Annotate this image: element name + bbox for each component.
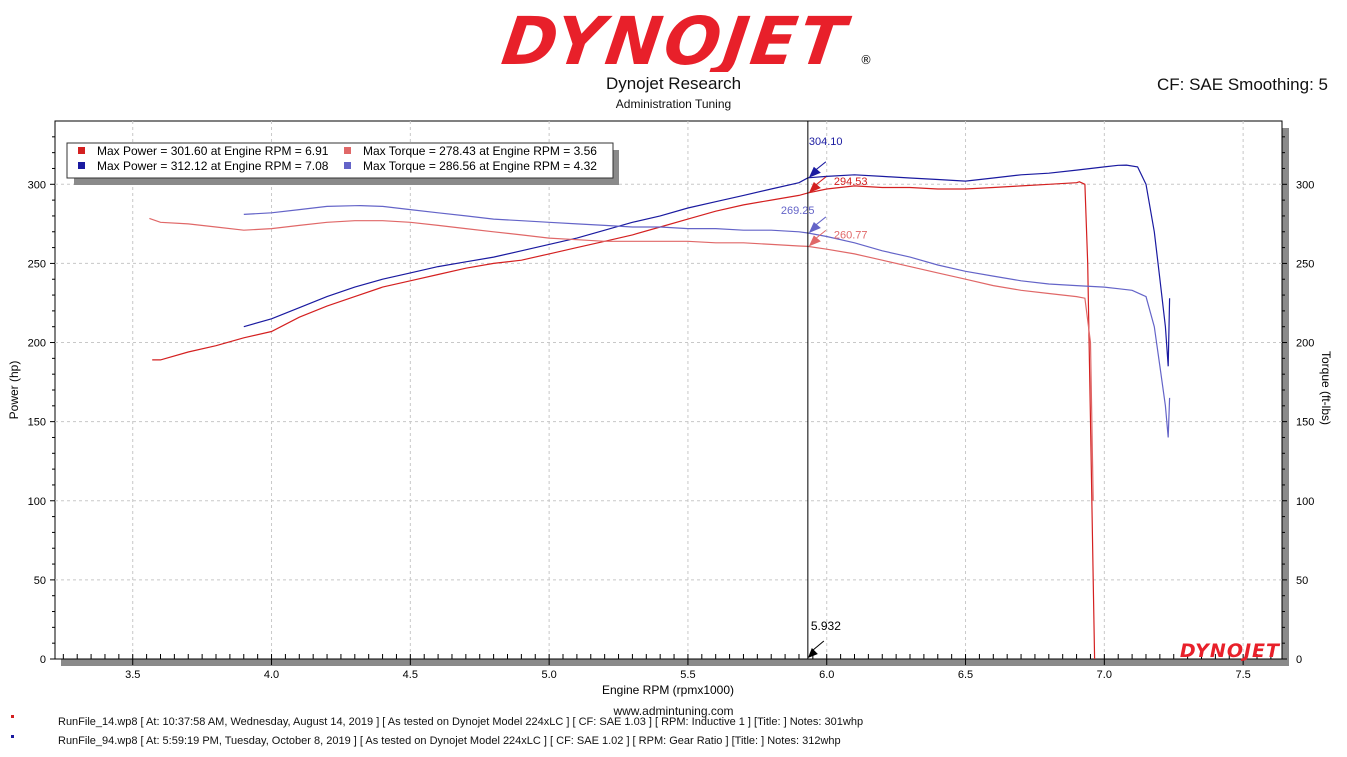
run-marker-2 <box>11 735 14 738</box>
cursor-x-arrow <box>807 648 818 658</box>
y-tick-label: 50 <box>34 575 46 587</box>
legend-swatch <box>344 162 351 169</box>
axis-ticks: 0 0 50 50 100 100 150 150 200 200 250 250 300 300 3.5 4… <box>28 136 1314 681</box>
y-tick-label: 100 <box>28 496 46 508</box>
x-tick-label: 4.5 <box>403 669 418 681</box>
y2-tick-label: 300 <box>1296 179 1314 191</box>
y-tick-label: 150 <box>28 417 46 429</box>
cursor-x-arrow-stem <box>811 640 825 652</box>
cursor-readout-arrow <box>808 166 821 178</box>
dynojet-logo: DYNOJET ® <box>498 2 872 72</box>
y2-tick-label: 0 <box>1296 654 1302 666</box>
cursor-readout-value: 269.25 <box>781 205 815 217</box>
y-tick-label: 300 <box>28 179 46 191</box>
run-file-info-1: RunFile_14.wp8 [ At: 10:37:58 AM, Wednes… <box>58 716 864 728</box>
website-label: www.admintuning.com <box>613 704 734 718</box>
cursor-readout-arrow <box>808 221 821 233</box>
cursor: 5.932 304.10 294.53 269.25 260.77 <box>781 121 868 659</box>
cursor-readout-arrow <box>808 235 821 247</box>
y-tick-label: 200 <box>28 338 46 350</box>
legend-box[interactable] <box>66 142 614 179</box>
frame-shadow-right <box>1282 128 1289 662</box>
x-tick-label: 7.5 <box>1235 669 1250 681</box>
plot-frame <box>54 120 1283 660</box>
y2-tick-label: 50 <box>1296 575 1308 587</box>
x-tick-label: 7.0 <box>1097 669 1112 681</box>
cursor-readout-value: 294.53 <box>834 176 868 188</box>
correction-factor-label: CF: SAE Smoothing: 5 <box>1156 75 1328 94</box>
series-line-2 <box>243 164 1171 367</box>
legend-swatch <box>78 162 85 169</box>
series-line-3 <box>149 217 1094 501</box>
y-axis-label: Power (hp) <box>7 361 21 420</box>
chart-title: Dynojet Research <box>605 74 742 93</box>
run-marker-1 <box>11 715 14 718</box>
grid <box>55 121 1282 659</box>
legend-swatch <box>344 147 351 154</box>
x-tick-label: 5.0 <box>541 669 556 681</box>
cursor-x-readout: 5.932 <box>811 619 841 633</box>
y2-tick-label: 200 <box>1296 338 1314 350</box>
run-file-info-2: RunFile_94.wp8 [ At: 5:59:19 PM, Tuesday… <box>58 735 841 747</box>
legend: Max Power = 301.60 at Engine RPM = 6.91 M… <box>78 144 597 173</box>
legend-swatch <box>78 147 85 154</box>
watermark-logo: DYNOJET <box>1180 640 1281 662</box>
cursor-readout-value: 304.10 <box>809 136 843 148</box>
y2-tick-label: 150 <box>1296 417 1314 429</box>
legend-entry: Max Power = 312.12 at Engine RPM = 7.08 <box>97 159 329 173</box>
frame-shadow-bottom <box>61 659 1289 666</box>
y2-tick-label: 100 <box>1296 496 1314 508</box>
series-group <box>149 164 1171 659</box>
cursor-readout-stem <box>815 176 827 186</box>
legend-entry: Max Power = 301.60 at Engine RPM = 6.91 <box>97 144 329 158</box>
cursor-readout-arrow <box>808 181 821 193</box>
x-tick-label: 4.0 <box>264 669 279 681</box>
logo-text: DYNOJET <box>498 2 855 72</box>
y2-axis-label: Torque (ft-lbs) <box>1319 351 1333 425</box>
registered-mark: ® <box>860 53 872 67</box>
y2-tick-label: 250 <box>1296 258 1314 270</box>
chart-subtitle: Administration Tuning <box>615 97 732 111</box>
cursor-readout-value: 260.77 <box>834 229 868 241</box>
x-axis-label: Engine RPM (rpmx1000) <box>602 683 734 697</box>
series-line-4 <box>243 204 1171 438</box>
y-tick-label: 250 <box>28 258 46 270</box>
legend-entry: Max Torque = 286.56 at Engine RPM = 4.32 <box>363 159 597 173</box>
x-tick-label: 5.5 <box>680 669 695 681</box>
legend-entry: Max Torque = 278.43 at Engine RPM = 3.56 <box>363 144 597 158</box>
x-tick-label: 3.5 <box>125 669 140 681</box>
x-tick-label: 6.0 <box>819 669 834 681</box>
cursor-readout-stem <box>815 216 827 226</box>
y-tick-label: 0 <box>40 654 46 666</box>
cursor-readout-stem <box>815 229 827 239</box>
x-tick-label: 6.5 <box>958 669 973 681</box>
cursor-readout-stem <box>815 161 827 171</box>
series-line-1 <box>152 181 1096 659</box>
